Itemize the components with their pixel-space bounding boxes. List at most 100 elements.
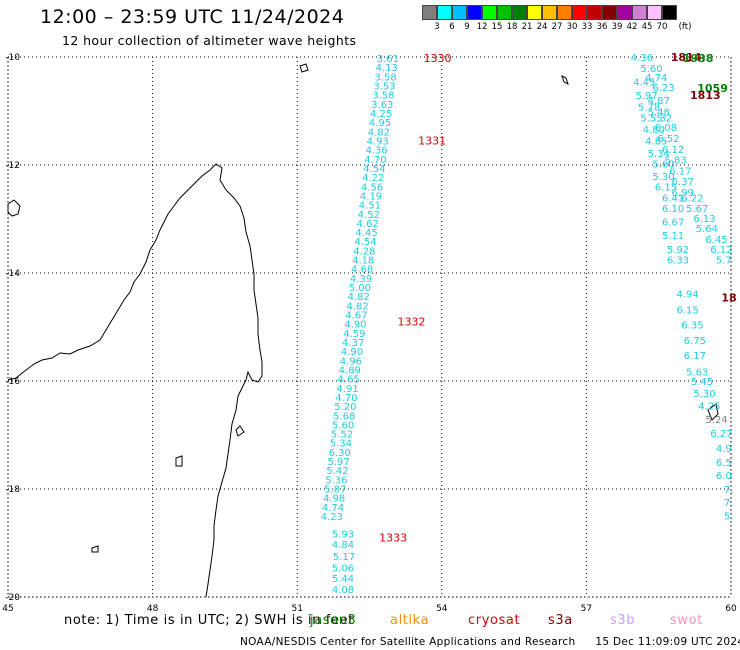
island-outline (7, 199, 21, 217)
wave-height-value: 5.06 (332, 563, 354, 574)
wave-height-value: 4.82 (346, 301, 368, 312)
wave-height-value: 4.74 (645, 73, 667, 84)
wave-height-value: 5.64 (696, 224, 718, 235)
legend-tick-label: 39 (611, 22, 623, 32)
wave-height-value: 5.48 (648, 108, 670, 119)
wave-height-value: 4.56 (361, 182, 383, 193)
legend-swatch (617, 5, 632, 20)
wave-height-value: 5.24 (705, 415, 727, 426)
axis-labels: 45 48 51 54 57 60 -10 -12 -14 -16 -18 -20 (2, 53, 737, 614)
wave-height-value: 6.23 (652, 83, 674, 94)
wave-height-value: 5.60 (640, 64, 662, 75)
satellite-s3b: s3b (610, 613, 636, 628)
footer-note: note: 1) Time is in UTC; 2) SWH is in fe… (64, 613, 354, 628)
island-outline (175, 455, 183, 467)
satellite-s3a: s3a (548, 613, 573, 628)
map-subtitle: 12 hour collection of altimeter wave hei… (62, 33, 357, 48)
wave-height-value: 4.19 (360, 191, 382, 202)
wave-height-value: 6.41 (662, 193, 684, 204)
wave-height-value: 3.63 (371, 100, 393, 111)
pass-time-label: 18 (721, 291, 736, 304)
legend-tick-label: 27 (551, 22, 563, 32)
wave-height-value: 6.08 (655, 123, 677, 134)
wave-height-value: 3.53 (373, 82, 395, 93)
legend-tick-label: 45 (641, 22, 653, 32)
legend-tick-label: 3 (434, 22, 440, 32)
wave-height-value: 6.52 (657, 134, 679, 145)
wave-height-value: 5.34 (330, 439, 352, 450)
wave-height-value: 4.87 (648, 96, 670, 107)
wave-height-value: 6.5 (716, 458, 732, 469)
wave-height-value: 5.45 (691, 377, 713, 388)
wave-height-value: 5.11 (662, 231, 684, 242)
lat-tick-label: -10 (5, 53, 20, 63)
satellite-swot: swot (670, 613, 703, 628)
wave-height-value: 4.52 (358, 210, 380, 221)
island-outline (561, 75, 569, 85)
wave-height-value: 6.17 (684, 351, 706, 362)
wave-height-value: 6.67 (662, 218, 684, 229)
wave-height-value: 5.30 (693, 389, 715, 400)
lat-tick-label: -16 (5, 377, 20, 387)
wave-height-value: 6.15 (676, 306, 698, 317)
legend-unit: (ft) (678, 22, 692, 32)
wave-height-value: 6.33 (667, 256, 689, 267)
wave-height-value: 6.13 (693, 214, 715, 225)
wave-height-value: 4.94 (676, 290, 698, 301)
wave-height-value: 4.96 (340, 356, 362, 367)
wave-height-value: 4.91 (336, 384, 358, 395)
legend-tick-label: 6 (449, 22, 455, 32)
legend-swatch (602, 5, 617, 20)
wave-height-track-east: 4.365.604.744.456.235.974.875.785.485.55… (631, 53, 734, 522)
legend-tick-label: 70 (656, 22, 668, 32)
legend-swatches (422, 5, 677, 20)
wave-height-value: 6.12 (662, 145, 684, 156)
legend-swatch (437, 5, 452, 20)
lon-tick-label: 45 (2, 604, 13, 614)
wave-height-value: 4.82 (368, 127, 390, 138)
wave-height-value: 5.17 (333, 552, 355, 563)
legend-swatch (647, 5, 662, 20)
pass-time-label: 1938 (683, 52, 714, 65)
legend-swatch (662, 5, 677, 20)
lon-tick-label: 54 (436, 604, 448, 614)
lat-tick-label: -14 (5, 269, 20, 279)
wave-height-value: 4.39 (350, 274, 372, 285)
legend-tick-label: 15 (491, 22, 503, 32)
legend-tick-label: 9 (464, 22, 470, 32)
satellite-cryosat: cryosat (468, 613, 521, 628)
wave-height-value: 4.70 (335, 393, 357, 404)
wave-height-value: 5.52 (331, 430, 353, 441)
legend-tick-label: 24 (536, 22, 548, 32)
wave-height-value: 5.55 (640, 113, 662, 124)
wave-height-value: 4.37 (342, 338, 364, 349)
wave-height-value: 4.67 (345, 311, 367, 322)
map-frame (7, 56, 732, 598)
wave-height-value: 6.37 (672, 177, 694, 188)
wave-height-color-legend: 3 6 9 12 15 18 21 24 27 30 33 36 39 42 45 70 (ft) (422, 5, 691, 32)
wave-height-value: 5.7 (716, 256, 732, 267)
legend-swatch (542, 5, 557, 20)
legend-tick-label: 18 (506, 22, 518, 32)
generated-timestamp: 15 Dec 11:09:09 UTC 2024 (595, 636, 740, 648)
wave-height-value: 5.60 (332, 420, 354, 431)
island-outline (91, 545, 99, 553)
pass-time-label: 1814 (671, 51, 702, 64)
map-title: 12:00 – 23:59 UTC 11/24/2024 (40, 6, 345, 28)
lon-tick-label: 57 (581, 604, 592, 614)
wave-height-value: 4.59 (343, 329, 365, 340)
wave-height-value: 4.89 (339, 365, 361, 376)
wave-height-value: 5.60 (652, 159, 674, 170)
wave-height-value: 4.45 (355, 228, 377, 239)
pass-time-label: 1330 (423, 52, 451, 65)
legend-tick-label: 33 (581, 22, 593, 32)
wave-height-value: 4.98 (323, 494, 345, 505)
wave-height-value: 4.9 (716, 444, 732, 455)
legend-swatch (497, 5, 512, 20)
pass-time-label: 1333 (379, 532, 407, 545)
wave-height-value: 4.54 (363, 164, 385, 175)
legend-swatch (452, 5, 467, 20)
wave-height-value: 5.36 (325, 475, 347, 486)
legend-swatch (572, 5, 587, 20)
wave-height-value: 4.54 (354, 237, 376, 248)
